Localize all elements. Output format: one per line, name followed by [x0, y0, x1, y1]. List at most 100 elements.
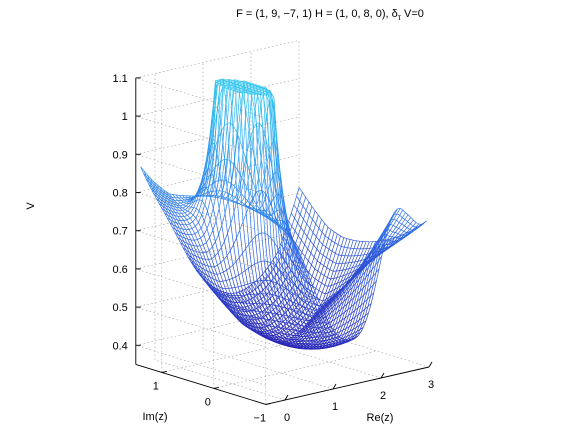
surface-mesh-line — [285, 278, 289, 284]
surface-mesh-line — [332, 338, 337, 341]
surface-mesh-line — [351, 261, 356, 268]
surface-mesh-line — [336, 331, 341, 338]
surface-mesh-line — [273, 337, 278, 340]
surface-mesh-line — [258, 189, 263, 199]
surface-mesh-line — [312, 291, 316, 294]
surface-mesh-line — [349, 324, 353, 327]
surface-mesh-line — [248, 315, 253, 321]
surface-mesh-line — [244, 295, 248, 301]
surface-mesh-line — [235, 292, 240, 298]
surface-mesh-line — [190, 239, 195, 246]
surface-mesh-line — [288, 221, 293, 227]
surface-mesh-line — [176, 223, 180, 229]
surface-mesh-line — [284, 342, 288, 345]
surface-mesh-line — [202, 182, 206, 192]
surface-mesh-line — [244, 319, 248, 325]
surface-mesh-line — [217, 264, 221, 274]
surface-mesh-line — [235, 261, 240, 276]
surface-mesh-line — [236, 82, 240, 85]
surface-mesh-line — [344, 246, 348, 249]
surface-mesh-line — [297, 222, 302, 228]
surface-mesh-line — [225, 143, 230, 171]
surface-mesh-line — [315, 342, 319, 346]
surface-mesh-line — [282, 344, 286, 346]
surface-mesh-line — [285, 339, 289, 342]
surface-mesh-line — [347, 276, 351, 282]
surface-mesh-line — [283, 340, 287, 342]
surface-mesh-line — [283, 273, 287, 278]
surface-mesh-line — [199, 177, 204, 191]
surface-mesh-line — [275, 340, 279, 343]
surface-mesh-line — [231, 180, 235, 213]
surface-mesh-line — [190, 244, 194, 247]
surface-mesh-line — [327, 300, 332, 304]
surface-mesh-line — [328, 229, 332, 239]
surface-mesh-line — [371, 253, 375, 264]
surface-mesh-line — [163, 201, 167, 206]
surface-mesh-line — [236, 229, 241, 238]
surface-mesh-line — [312, 315, 317, 319]
surface-mesh-line — [349, 287, 353, 296]
surface-mesh-line — [359, 267, 364, 271]
surface-mesh-line — [222, 85, 227, 88]
surface-mesh-line — [264, 300, 268, 304]
surface-mesh-line — [247, 325, 252, 330]
surface-mesh-line — [311, 297, 315, 305]
surface-mesh-line — [269, 90, 274, 104]
surface-mesh-line — [193, 207, 197, 209]
surface-mesh-line — [323, 309, 327, 314]
surface-mesh-line — [332, 344, 336, 346]
surface-mesh-line — [171, 214, 175, 219]
surface-mesh-line — [251, 291, 256, 297]
surface-mesh-line — [325, 305, 330, 309]
surface-mesh-line — [224, 300, 228, 306]
surface-mesh-line — [353, 272, 357, 275]
surface-mesh-line — [311, 339, 315, 341]
surface-mesh-line — [169, 204, 173, 209]
surface-mesh-line — [251, 94, 256, 111]
surface-mesh-line — [284, 222, 289, 233]
surface-mesh-line — [311, 206, 316, 212]
surface-mesh-line — [151, 187, 156, 191]
surface-mesh-line — [420, 223, 425, 227]
surface-mesh-line — [310, 306, 315, 309]
surface-mesh-line — [178, 234, 182, 237]
surface-mesh-line — [223, 271, 227, 281]
surface-mesh-line — [189, 223, 193, 229]
surface-mesh-line — [292, 332, 297, 335]
surface-mesh-line — [209, 108, 214, 138]
surface-mesh-line — [207, 270, 211, 273]
surface-mesh-line — [318, 309, 322, 313]
surface-mesh-line — [312, 285, 317, 289]
surface-mesh-line — [308, 315, 313, 318]
surface-mesh-line — [285, 319, 290, 322]
surface-mesh-line — [352, 327, 357, 330]
surface-mesh-line — [300, 227, 305, 233]
surface-mesh-line — [338, 319, 343, 323]
surface-mesh-line — [288, 229, 293, 242]
surface-mesh-line — [180, 242, 184, 246]
surface-mesh-line — [228, 279, 233, 289]
surface-mesh-line — [268, 218, 273, 222]
surface-mesh-line — [314, 308, 318, 311]
surface-mesh-line — [206, 237, 210, 243]
surface-mesh-line — [224, 233, 228, 242]
surface-mesh-line — [384, 229, 388, 235]
surface-mesh-line — [292, 328, 296, 331]
surface-mesh-line — [249, 140, 253, 199]
surface-mesh-line — [245, 243, 250, 249]
surface-mesh-line — [346, 295, 351, 299]
surface-mesh-line — [214, 139, 219, 150]
surface-mesh-line — [405, 212, 409, 215]
surface-mesh-line — [353, 330, 358, 334]
surface-mesh-line — [264, 232, 269, 236]
surface-mesh-line — [257, 318, 262, 324]
surface-mesh-line — [193, 200, 198, 208]
surface-mesh-line — [312, 278, 316, 287]
surface-mesh-line — [238, 81, 243, 84]
z-tick-label: 0.7 — [113, 226, 128, 238]
surface-mesh-line — [325, 304, 329, 308]
surface-mesh-line — [233, 244, 237, 262]
surface-mesh-line — [261, 209, 265, 214]
surface-mesh-line — [330, 271, 334, 280]
